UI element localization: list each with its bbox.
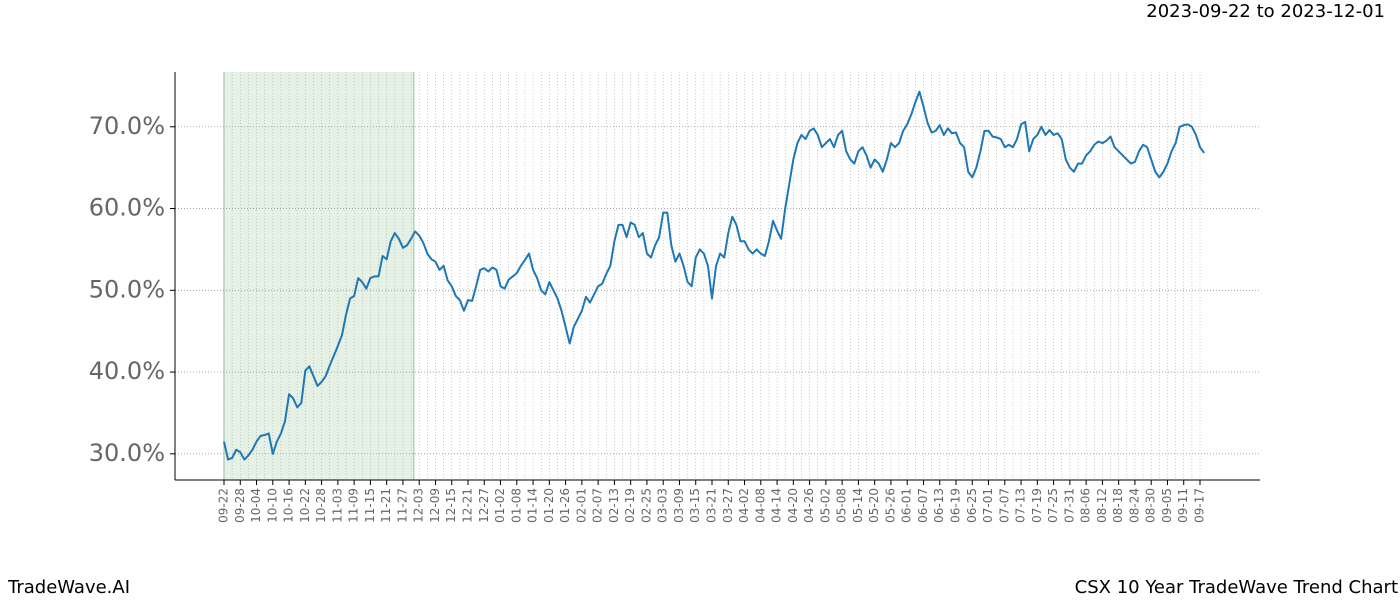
x-tick-label: 09-22 bbox=[217, 488, 231, 523]
x-tick-label: 01-08 bbox=[509, 488, 523, 523]
x-tick-label: 12-21 bbox=[461, 488, 475, 523]
y-tick-label: 30.0% bbox=[89, 439, 165, 467]
x-tick-label: 04-02 bbox=[737, 488, 751, 523]
x-tick-label: 12-27 bbox=[477, 488, 491, 523]
x-tick-label: 02-19 bbox=[623, 488, 637, 523]
x-tick-label: 05-14 bbox=[851, 488, 865, 523]
x-tick-label: 08-06 bbox=[1079, 488, 1093, 523]
x-tick-label: 09-05 bbox=[1160, 488, 1174, 523]
x-tick-label: 07-25 bbox=[1046, 488, 1060, 523]
x-tick-label: 03-15 bbox=[688, 488, 702, 523]
x-tick-label: 10-16 bbox=[282, 488, 296, 523]
x-tick-label: 02-01 bbox=[574, 488, 588, 523]
trend-line bbox=[223, 90, 1205, 461]
x-tick-label: 11-03 bbox=[330, 488, 344, 523]
x-tick-label: 10-22 bbox=[298, 488, 312, 523]
x-tick-label: 09-11 bbox=[1176, 488, 1190, 523]
x-tick-label: 05-08 bbox=[835, 488, 849, 523]
x-tick-label: 06-25 bbox=[965, 488, 979, 523]
x-tick-label: 10-04 bbox=[249, 488, 263, 523]
y-tick-label: 50.0% bbox=[89, 275, 165, 303]
x-tick-label: 03-21 bbox=[705, 488, 719, 523]
x-tick-label: 05-26 bbox=[883, 488, 897, 523]
x-tick-label: 04-08 bbox=[753, 488, 767, 523]
x-tick-label: 05-20 bbox=[867, 488, 881, 523]
x-tick-label: 02-13 bbox=[607, 488, 621, 523]
x-tick-label: 01-26 bbox=[558, 488, 572, 523]
x-tick-label: 05-02 bbox=[818, 488, 832, 523]
highlight-span bbox=[224, 72, 414, 480]
x-tick-label: 07-31 bbox=[1062, 488, 1076, 523]
x-tick-label: 02-07 bbox=[591, 488, 605, 523]
x-tick-label: 09-17 bbox=[1193, 488, 1207, 523]
x-tick-label: 07-19 bbox=[1030, 488, 1044, 523]
subtitle: 2023-09-22 to 2023-12-01 bbox=[1146, 1, 1385, 22]
x-tick-label: 01-20 bbox=[542, 488, 556, 523]
x-tick-label: 08-18 bbox=[1111, 488, 1125, 523]
x-tick-label: 12-03 bbox=[412, 488, 426, 523]
x-tick-label: 03-09 bbox=[672, 488, 686, 523]
x-tick-label: 06-01 bbox=[900, 488, 914, 523]
x-tick-label: 03-03 bbox=[656, 488, 670, 523]
x-tick-label: 11-15 bbox=[363, 488, 377, 523]
x-tick-label: 06-19 bbox=[949, 488, 963, 523]
x-tick-label: 11-21 bbox=[379, 488, 393, 523]
footer-left: TradeWave.AI bbox=[7, 577, 130, 598]
x-tick-label: 06-13 bbox=[932, 488, 946, 523]
x-tick-label: 07-07 bbox=[997, 488, 1011, 523]
x-tick-label: 08-24 bbox=[1127, 488, 1141, 523]
x-tick-label: 09-28 bbox=[233, 488, 247, 523]
x-tick-label: 04-20 bbox=[786, 488, 800, 523]
x-tick-label: 08-30 bbox=[1144, 488, 1158, 523]
x-tick-label: 01-14 bbox=[526, 488, 540, 523]
x-tick-label: 12-15 bbox=[444, 488, 458, 523]
x-tick-label: 10-10 bbox=[265, 488, 279, 523]
x-tick-label: 12-09 bbox=[428, 488, 442, 523]
x-tick-label: 01-02 bbox=[493, 488, 507, 523]
x-tick-label: 10-28 bbox=[314, 488, 328, 523]
x-tick-label: 11-27 bbox=[395, 488, 409, 523]
y-tick-label: 70.0% bbox=[89, 112, 165, 140]
x-tick-label: 04-26 bbox=[802, 488, 816, 523]
y-tick-label: 60.0% bbox=[89, 194, 165, 222]
y-tick-label: 40.0% bbox=[89, 357, 165, 385]
x-tick-label: 07-13 bbox=[1014, 488, 1028, 523]
x-tick-label: 02-25 bbox=[639, 488, 653, 523]
x-tick-label: 04-14 bbox=[770, 488, 784, 523]
x-tick-label: 06-07 bbox=[916, 488, 930, 523]
x-tick-label: 11-09 bbox=[347, 488, 361, 523]
x-tick-label: 03-27 bbox=[721, 488, 735, 523]
footer-right: CSX 10 Year TradeWave Trend Chart bbox=[1075, 577, 1398, 598]
x-tick-label: 07-01 bbox=[981, 488, 995, 523]
x-tick-label: 08-12 bbox=[1095, 488, 1109, 523]
